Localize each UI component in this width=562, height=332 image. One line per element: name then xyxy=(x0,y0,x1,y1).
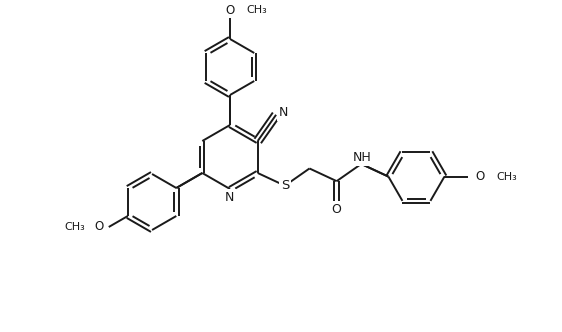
Text: CH₃: CH₃ xyxy=(496,172,517,182)
Text: O: O xyxy=(332,203,342,216)
Text: CH₃: CH₃ xyxy=(64,222,85,232)
Text: O: O xyxy=(94,220,103,233)
Text: N: N xyxy=(224,191,234,204)
Text: NH: NH xyxy=(353,151,371,164)
Text: N: N xyxy=(278,106,288,119)
Text: S: S xyxy=(280,179,289,192)
Text: CH₃: CH₃ xyxy=(246,5,267,15)
Text: O: O xyxy=(225,4,234,17)
Text: O: O xyxy=(476,170,485,183)
